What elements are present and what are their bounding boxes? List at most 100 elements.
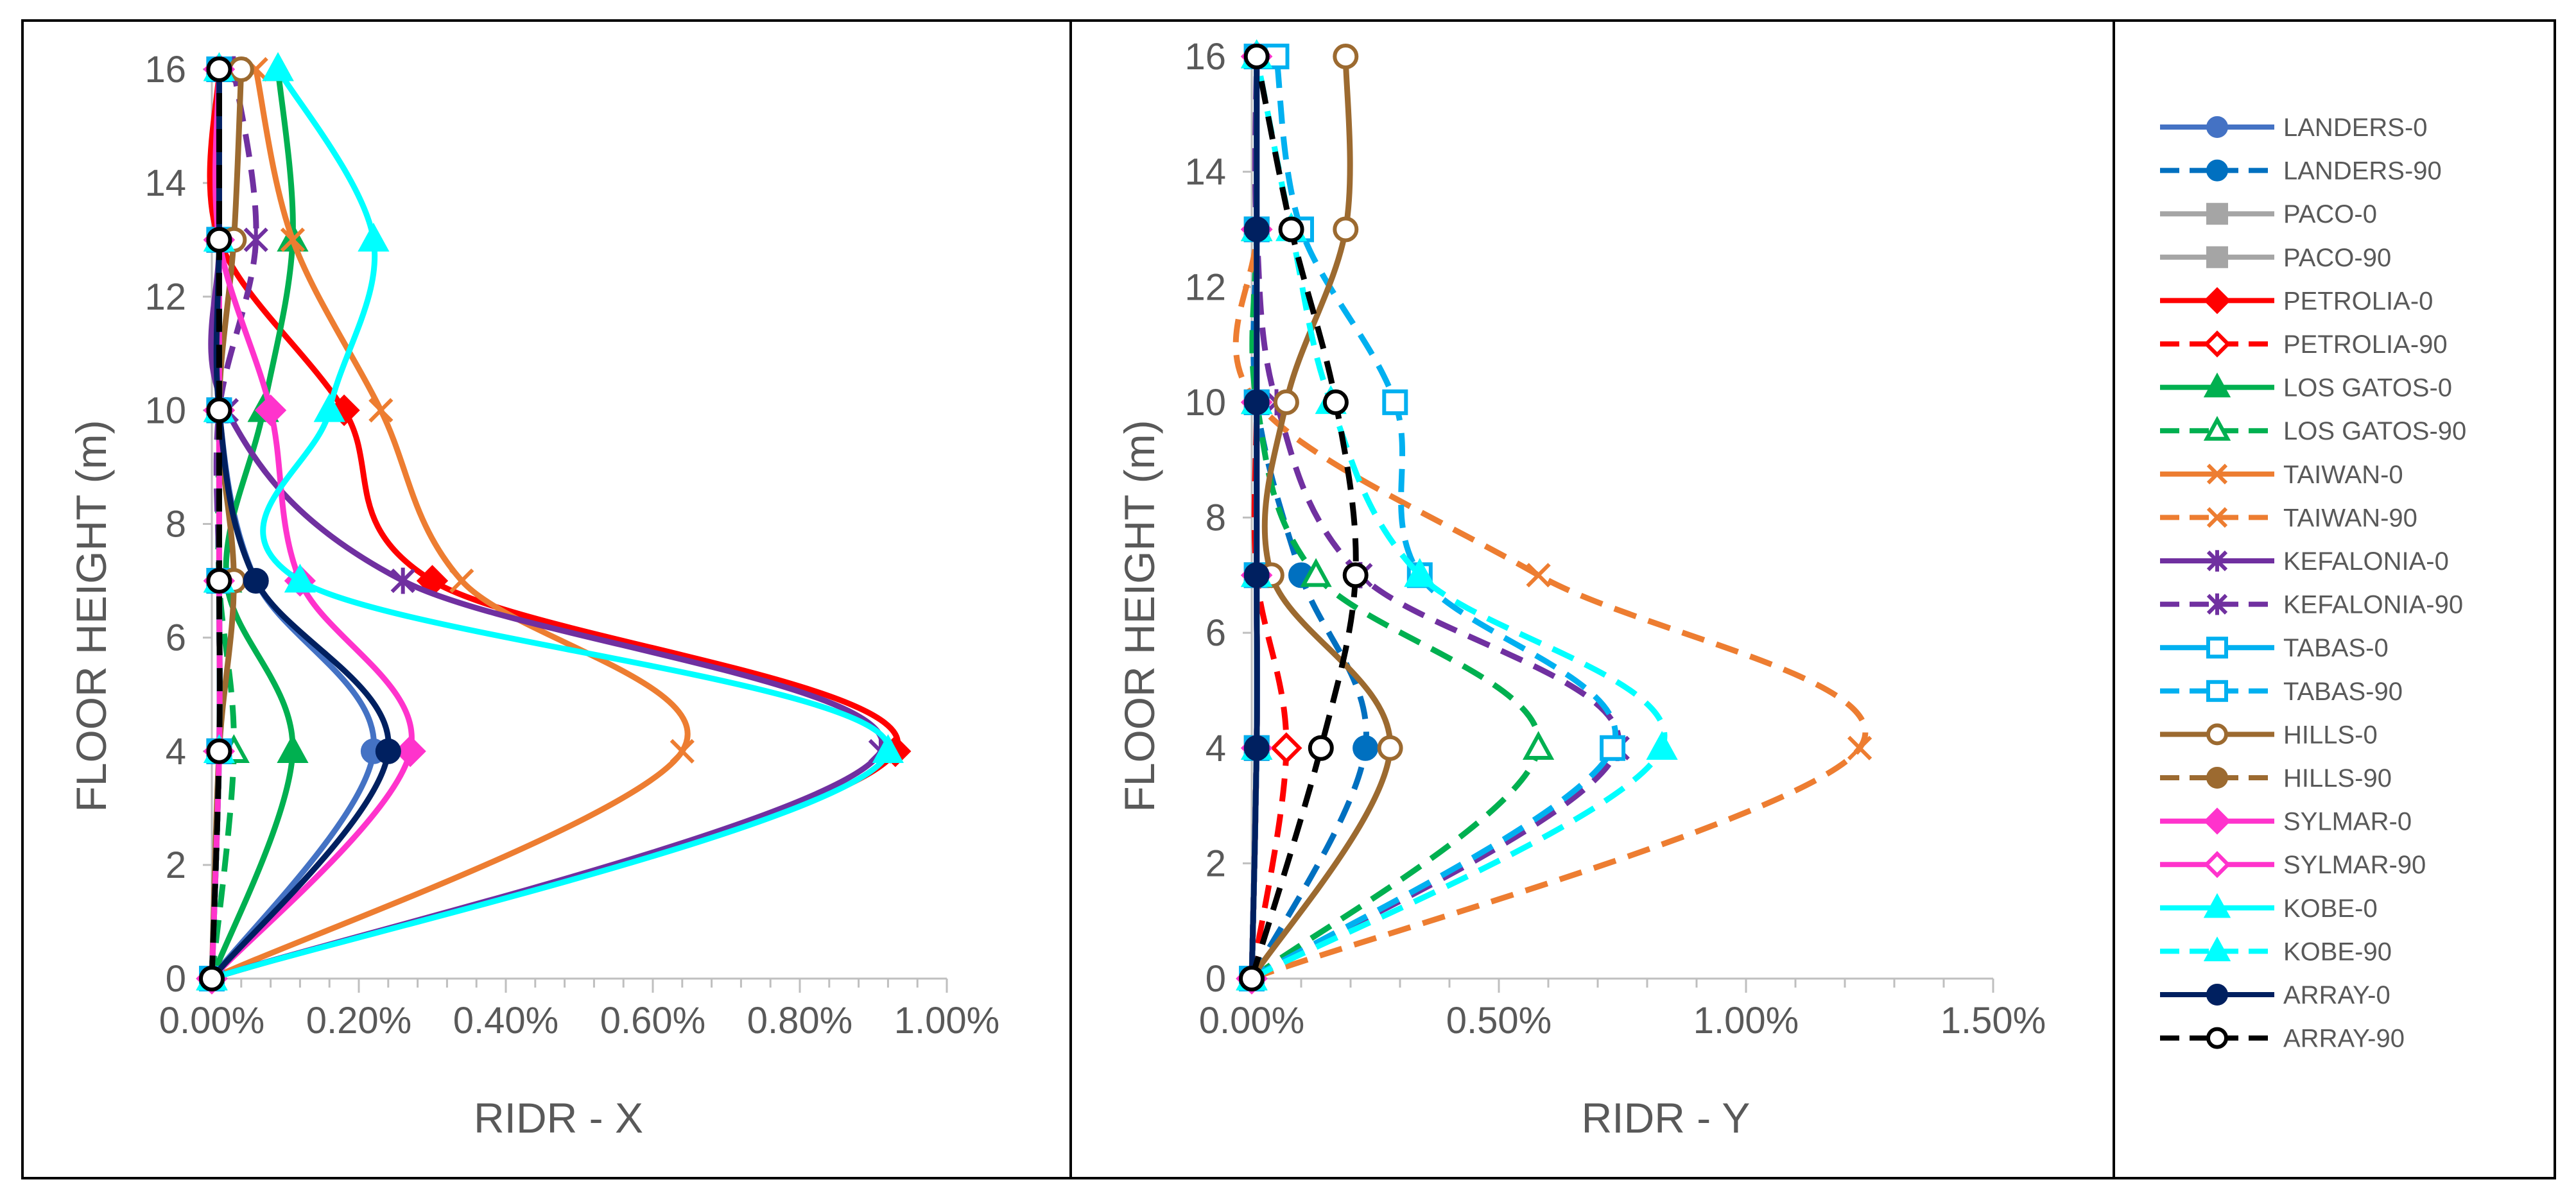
x-tick-label: 0.40% <box>453 1000 558 1041</box>
data-point-taiwan-90 <box>1847 735 1872 760</box>
legend-marker <box>2203 893 2231 918</box>
data-point-array-0 <box>1243 216 1270 243</box>
legend-label: LANDERS-0 <box>2283 114 2428 142</box>
x-tick-label: 0.60% <box>600 1000 705 1041</box>
ridr-x-chart: 0.00% 0.20% 0.40% 0.60% 0.80% 1.00% 0 2 4 6 8 10 12 1… <box>67 49 999 1142</box>
legend-entry-kobe-90: KOBE-90 <box>2160 936 2392 966</box>
legend-marker <box>2206 767 2228 789</box>
data-point-array-0 <box>1243 389 1270 415</box>
legend-label: KOBE-90 <box>2283 938 2392 966</box>
data-point-array-90 <box>1322 389 1349 415</box>
legend-entry-tabas-0: TABAS-0 <box>2160 634 2389 662</box>
x-tick-label: 0.20% <box>306 1000 411 1041</box>
legend-entry-petrolia-0: PETROLIA-0 <box>2160 287 2433 315</box>
data-point-kobe-0 <box>358 223 390 252</box>
data-point-los-gatos-90 <box>1522 731 1555 760</box>
figure-frame <box>21 19 2556 1179</box>
data-point-hills-0 <box>1273 389 1299 415</box>
x-tick-label: 0.00% <box>159 1000 264 1041</box>
x-tick-label: 0.80% <box>747 1000 852 1041</box>
data-point-array-0 <box>1243 562 1270 588</box>
legend-label: TABAS-0 <box>2283 634 2389 662</box>
y-tick-label: 6 <box>166 617 186 659</box>
y-tick-label: 0 <box>166 958 186 1000</box>
legend-entry-petrolia-90: PETROLIA-90 <box>2160 330 2448 359</box>
legend-entry-array-90: ARRAY-90 <box>2160 1025 2405 1053</box>
legend-entry-landers-0: LANDERS-0 <box>2160 114 2428 142</box>
legend-label: PETROLIA-0 <box>2283 287 2433 315</box>
legend-marker <box>2206 1027 2228 1049</box>
legend-label: LOS GATOS-90 <box>2283 417 2466 445</box>
legend-marker <box>2206 637 2228 659</box>
legend-marker <box>2206 463 2228 484</box>
y-tick-label: 4 <box>166 731 186 773</box>
y-tick-label: 12 <box>1184 266 1226 308</box>
data-point-tabas-90 <box>1382 389 1408 415</box>
data-point-sylmar-0 <box>394 735 426 767</box>
legend-entry-array-0: ARRAY-0 <box>2160 981 2390 1009</box>
data-point-array-0 <box>243 568 269 594</box>
legend-label: KOBE-0 <box>2283 895 2378 923</box>
y-tick-label: 16 <box>1184 36 1226 78</box>
data-point-los-gatos-90 <box>1300 558 1332 587</box>
legend-marker <box>2206 984 2228 1006</box>
x-tick-label: 0.00% <box>1199 1000 1304 1041</box>
x-tick-label: 1.00% <box>894 1000 999 1041</box>
legend-label: LANDERS-90 <box>2283 157 2442 185</box>
data-point-array-90 <box>206 397 232 424</box>
legend-label: ARRAY-0 <box>2283 981 2390 1009</box>
data-point-array-0 <box>1243 735 1270 761</box>
data-point-taiwan-90 <box>1526 563 1551 588</box>
data-point-array-90 <box>1278 216 1304 243</box>
legend-marker <box>2203 287 2231 314</box>
series-array-90 <box>1239 44 1369 991</box>
series-left <box>196 52 912 995</box>
data-point-array-0 <box>375 738 401 764</box>
legend-label: SYLMAR-90 <box>2283 851 2426 879</box>
legend-label: ARRAY-90 <box>2283 1025 2405 1053</box>
legend-label: LOS GATOS-0 <box>2283 374 2452 402</box>
legend-marker <box>2203 936 2231 961</box>
series-line-array-90 <box>209 69 223 979</box>
legend-label: TABAS-90 <box>2283 678 2403 706</box>
data-point-array-90 <box>206 56 232 82</box>
y-tick-label: 16 <box>144 49 186 90</box>
y-tick-label: 14 <box>1184 151 1226 193</box>
y-axis-title-middle: FLOOR HEIGHT (m) <box>1116 420 1163 812</box>
series-array-90 <box>199 56 232 991</box>
x-tick-label: 1.50% <box>1941 1000 2046 1041</box>
legend-marker <box>2203 416 2231 441</box>
x-tick-label: 0.50% <box>1446 1000 1552 1041</box>
data-point-kobe-90 <box>1646 731 1678 760</box>
legend-entry-kobe-0: KOBE-0 <box>2160 893 2378 923</box>
data-point-kefalonia-0 <box>390 567 415 594</box>
data-point-array-90 <box>206 227 232 253</box>
y-tick-label: 8 <box>166 504 186 545</box>
legend-entry-hills-90: HILLS-90 <box>2160 764 2392 793</box>
series-middle <box>1232 39 1872 995</box>
data-point-kobe-0 <box>313 393 345 422</box>
y-axis-title-left: FLOOR HEIGHT (m) <box>67 420 115 812</box>
legend-marker <box>2203 807 2231 835</box>
legend-label: KEFALONIA-90 <box>2283 591 2463 619</box>
y-tick-label: 10 <box>144 390 186 431</box>
legend-marker <box>2206 116 2228 138</box>
legend: LANDERS-0 LANDERS-90 PACO-0 PACO-90 PETROLIA… <box>2160 114 2466 1053</box>
series-line-kobe-0 <box>211 67 891 982</box>
legend-marker <box>2206 723 2228 746</box>
data-point-kobe-0 <box>262 52 294 81</box>
legend-label: PACO-90 <box>2283 244 2391 272</box>
legend-entry-kefalonia-0: KEFALONIA-0 <box>2160 547 2449 576</box>
data-point-array-90 <box>206 738 232 764</box>
legend-marker <box>2206 593 2228 615</box>
legend-entry-taiwan-90: TAIWAN-90 <box>2160 504 2417 532</box>
tick-labels-middle: 0.00% 0.50% 1.00% 1.50% 0 2 4 6 8 10 12 14 16 <box>1184 36 2046 1041</box>
legend-entry-kefalonia-90: KEFALONIA-90 <box>2160 591 2463 619</box>
data-point-petrolia-90 <box>1270 732 1302 764</box>
data-point-hills-0 <box>1377 735 1403 761</box>
data-point-tabas-90 <box>1600 735 1626 761</box>
data-point-taiwan-0 <box>670 739 695 764</box>
y-tick-label: 14 <box>144 162 186 204</box>
legend-entry-landers-90: LANDERS-90 <box>2160 157 2442 185</box>
